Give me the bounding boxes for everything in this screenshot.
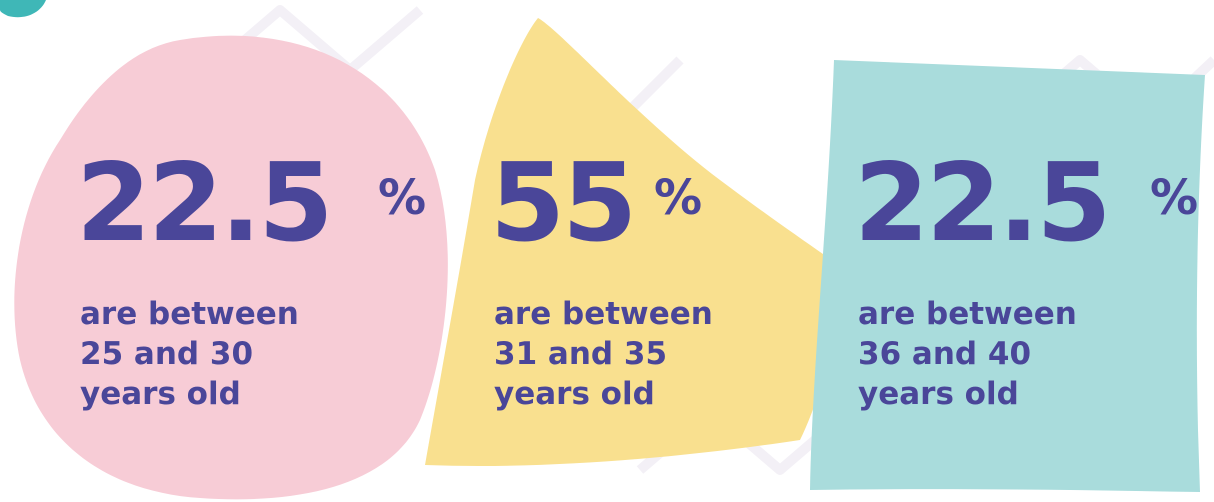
stat-description-line: years old [80,376,241,412]
percent-sign: % [1150,170,1199,226]
stat-block-25-30: 22.5 % are between 25 and 30 years old [76,141,426,413]
stat-description-line: years old [858,376,1019,412]
stat-description-line: are between [80,296,299,332]
stat-description: are between 36 and 40 years old [858,294,1077,414]
stat-description-line: 25 and 30 [80,336,254,372]
stat-description-line: years old [494,376,655,412]
stat-description-line: are between [858,296,1077,332]
stat-description-line: are between [494,296,713,332]
percent-sign: % [654,170,703,226]
stat-description: are between 31 and 35 years old [494,294,713,414]
stat-block-36-40: 22.5 % are between 36 and 40 years old [854,141,1198,413]
stat-description-line: 31 and 35 [494,336,668,372]
stat-block-31-35: 55 % are between 31 and 35 years old [490,141,713,413]
stat-description: are between 25 and 30 years old [80,294,299,414]
stat-value: 55 [490,141,637,266]
stat-description-line: 36 and 40 [858,336,1032,372]
stat-value: 22.5 [854,141,1111,266]
stat-value: 22.5 [76,141,333,266]
percent-sign: % [378,170,427,226]
corner-accent-shape [0,0,46,18]
